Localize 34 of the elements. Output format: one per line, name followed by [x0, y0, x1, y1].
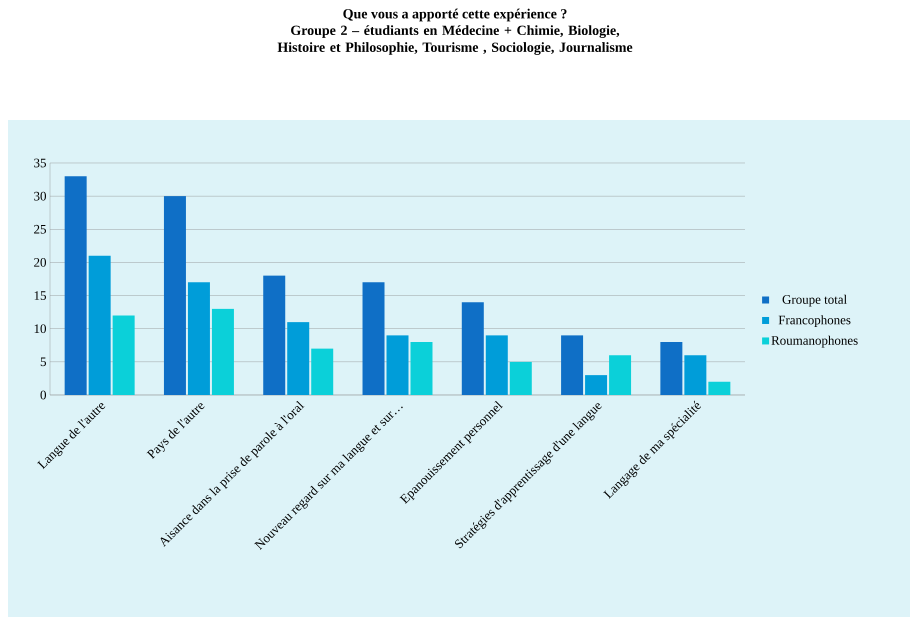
y-tick-label: 0 [40, 390, 46, 400]
legend-label: Francophones [778, 315, 850, 327]
bar [287, 322, 310, 395]
y-tick-label: 25 [34, 224, 46, 234]
bar [362, 282, 385, 395]
y-tick-label: 30 [34, 192, 46, 200]
bar [561, 335, 584, 395]
legend-label: Roumanophones [771, 336, 858, 348]
bar [510, 362, 532, 395]
bar [462, 302, 484, 395]
bar [386, 335, 409, 395]
bar [311, 348, 334, 395]
bar [585, 375, 608, 395]
y-tick-label: 20 [34, 258, 46, 267]
bar [164, 196, 186, 395]
bar [708, 382, 730, 395]
bar [410, 342, 432, 395]
bar [112, 315, 135, 395]
chart-subtitle: Groupe 2 – étudiants en Médecine + Chimie, Biologie, Histoire et Philosophie, Tourisme , Sociologie, Journalisme [278, 25, 632, 55]
y-tick-label: 15 [34, 291, 46, 300]
bar [660, 342, 682, 395]
bar [263, 276, 286, 395]
bar [684, 355, 706, 395]
bar [64, 176, 87, 395]
y-tick-label: 5 [40, 358, 46, 366]
bar [212, 308, 234, 395]
chart-title: Que vous a apporté cette expérience ? [343, 8, 567, 22]
bar [609, 355, 632, 395]
bar [188, 282, 210, 395]
bar [486, 335, 508, 395]
y-tick-label: 10 [34, 324, 46, 334]
bar [88, 256, 111, 395]
y-tick-label: 35 [34, 158, 46, 168]
legend-label: Groupe total [782, 294, 847, 307]
